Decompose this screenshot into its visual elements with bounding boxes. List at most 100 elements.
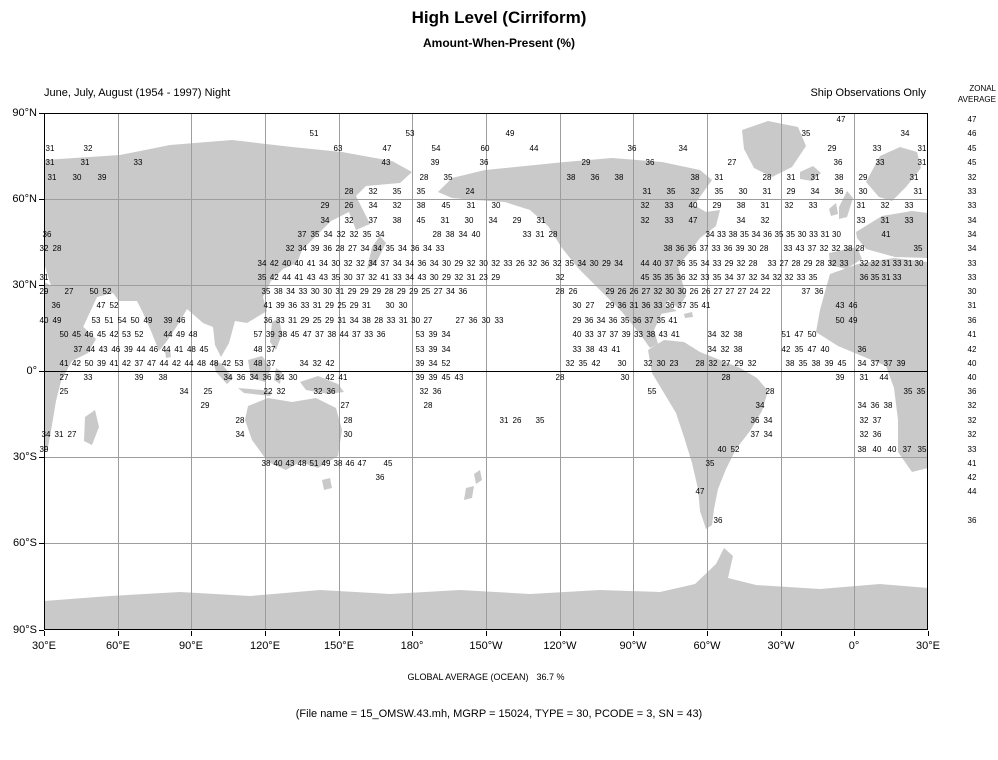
map-value: 38: [158, 373, 168, 382]
map-value: 34: [368, 259, 378, 268]
map-value: 35: [620, 316, 630, 325]
map-value: 34: [705, 230, 715, 239]
map-value: 32: [454, 273, 464, 282]
map-value: 38: [566, 173, 576, 182]
zonal-average-value: 36: [967, 516, 977, 525]
map-value: 39: [824, 359, 834, 368]
map-value: 32: [39, 244, 49, 253]
map-value: 47: [96, 301, 106, 310]
map-value: 34: [736, 216, 746, 225]
map-value: 41: [380, 273, 390, 282]
landmass-scandinavia: [866, 147, 921, 201]
map-value: 31: [880, 216, 890, 225]
map-value: 52: [730, 445, 740, 454]
map-value: 36: [833, 158, 843, 167]
lat-tick-label: 0°: [26, 365, 37, 377]
page-title: High Level (Cirriform): [411, 8, 587, 27]
map-value: 48: [186, 345, 196, 354]
map-value: 39: [415, 359, 425, 368]
map-value: 32: [343, 259, 353, 268]
zonal-average-value: 32: [967, 416, 977, 425]
map-value: 33: [300, 301, 310, 310]
lat-tick-label: 60°S: [13, 537, 37, 549]
map-value: 31: [903, 259, 913, 268]
map-value: 32: [349, 230, 359, 239]
map-value: 33: [584, 330, 594, 339]
map-value: 43: [417, 273, 427, 282]
map-value: 34: [857, 401, 867, 410]
map-value: 35: [310, 230, 320, 239]
map-value: 42: [109, 330, 119, 339]
map-value: 25: [421, 287, 431, 296]
map-value: 30: [589, 259, 599, 268]
map-value: 38: [333, 459, 343, 468]
map-value: 30: [656, 359, 666, 368]
map-value: 34: [398, 244, 407, 253]
map-value: 32: [355, 259, 365, 268]
map-value: 49: [321, 459, 331, 468]
map-value: 34: [441, 330, 451, 339]
map-value: 31: [80, 158, 90, 167]
map-value: 32: [859, 430, 869, 439]
map-value: 26: [515, 259, 525, 268]
zonal-average-value: 45: [967, 144, 977, 153]
map-value: 29: [39, 287, 49, 296]
map-value: 36: [458, 287, 468, 296]
map-value: 36: [814, 287, 824, 296]
map-value: 46: [111, 345, 121, 354]
landmass-north-america: [438, 158, 720, 348]
map-value: 34: [428, 359, 438, 368]
map-value: 44: [879, 373, 889, 382]
map-value: 45: [383, 459, 393, 468]
map-value: 33: [856, 216, 866, 225]
map-value: 27: [423, 316, 433, 325]
zonal-average-value: 32: [967, 430, 977, 439]
map-value: 32: [720, 345, 730, 354]
zonal-header-line1: ZONAL: [969, 84, 996, 93]
map-value: 37: [750, 430, 760, 439]
map-value: 52: [441, 359, 451, 368]
map-value: 32: [859, 416, 869, 425]
map-value: 28: [555, 373, 565, 382]
map-value: 33: [653, 301, 663, 310]
map-value: 35: [664, 273, 674, 282]
map-value: 35: [714, 187, 724, 196]
map-value: 31: [440, 216, 450, 225]
map-value: 38: [273, 287, 283, 296]
map-value: 35: [705, 459, 715, 468]
map-value: 42: [72, 359, 81, 368]
map-value: 37: [73, 345, 83, 354]
map-value: 39: [97, 359, 106, 368]
map-value: 35: [870, 273, 880, 282]
map-value: 31: [629, 301, 639, 310]
lat-tick: [39, 285, 44, 286]
map-value: 41: [670, 330, 680, 339]
map-value: 37: [664, 259, 674, 268]
map-value: 44: [163, 330, 173, 339]
map-value: 34: [323, 230, 333, 239]
map-value: 32: [643, 359, 653, 368]
map-value: 47: [382, 144, 392, 153]
lon-tick-label: 120°E: [249, 640, 281, 652]
map-value: 39: [415, 373, 425, 382]
map-value: 49: [143, 316, 153, 325]
map-value: 32: [870, 259, 880, 268]
map-value: 29: [359, 287, 369, 296]
map-value: 35: [689, 301, 699, 310]
map-value: 36: [857, 345, 867, 354]
map-value: 41: [306, 259, 316, 268]
map-value: 48: [197, 359, 206, 368]
map-value: 29: [300, 316, 310, 325]
map-value: 35: [916, 387, 926, 396]
map-value: 29: [605, 287, 615, 296]
map-value: 34: [755, 401, 765, 410]
map-value: 37: [736, 273, 746, 282]
lat-tick-label: 60°N: [12, 193, 37, 205]
map-value: 36: [288, 301, 298, 310]
map-value: 30: [620, 373, 630, 382]
map-value: 36: [645, 158, 655, 167]
map-value: 24: [749, 287, 759, 296]
map-value: 31: [337, 316, 347, 325]
map-value: 29: [442, 273, 451, 282]
